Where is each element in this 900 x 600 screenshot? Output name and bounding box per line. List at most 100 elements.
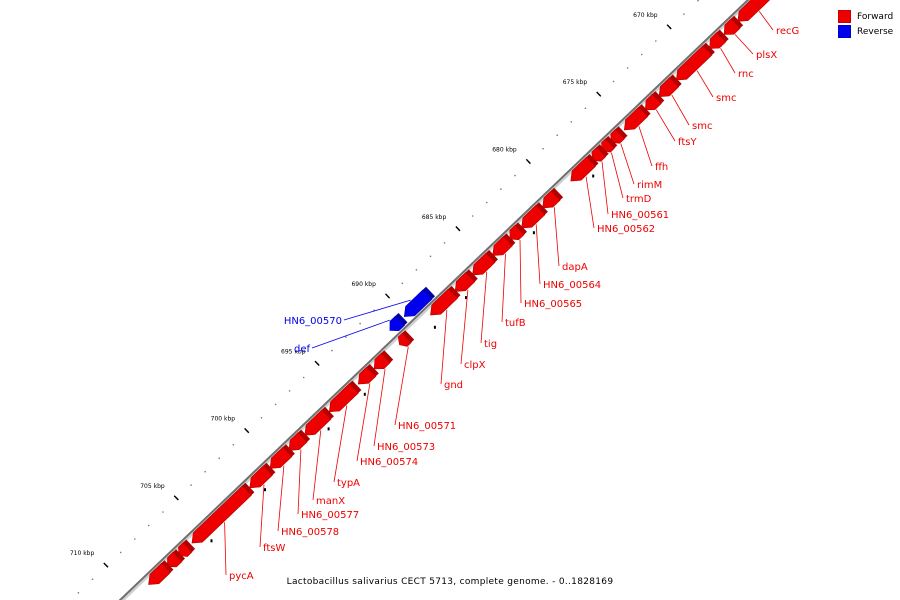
gene-leader-line: [611, 152, 624, 199]
minor-tick-mark: [640, 53, 643, 56]
gene-label[interactable]: HN6_00565: [524, 299, 582, 310]
minor-tick-mark: [486, 201, 488, 204]
gene-arrow-ffh: [623, 104, 651, 131]
gene-label[interactable]: HN6_00570: [284, 316, 342, 327]
gene-arrow-hn6_00578: [269, 444, 295, 469]
gene-label[interactable]: HN6_00574: [360, 457, 418, 468]
gene-label[interactable]: rimM: [637, 180, 662, 191]
major-tick-mark: [596, 91, 602, 97]
minor-tick-mark: [232, 444, 235, 446]
gene-label[interactable]: tig: [484, 339, 497, 350]
minor-tick-mark: [274, 403, 277, 406]
gene-arrow-unlabeled: [178, 539, 196, 557]
tick-labels: 670 kbp 675 kbp 680 kbp 685 kbp 690 kbp 695 k…: [70, 12, 658, 557]
gene-label[interactable]: def: [294, 344, 311, 355]
gene-label[interactable]: plsX: [756, 50, 777, 61]
gene-arrow-rimm: [610, 126, 628, 144]
minor-tick-mark: [119, 551, 122, 554]
gene-label[interactable]: smc: [692, 121, 712, 132]
gene-label[interactable]: HN6_00578: [281, 527, 339, 538]
minor-tick-mark: [542, 147, 544, 150]
forward-swatch: [838, 10, 851, 23]
gene-arrow-plsx: [723, 15, 744, 35]
gene-label[interactable]: typA: [337, 478, 360, 489]
map-caption: Lactobacillus salivarius CECT 5713, comp…: [286, 577, 614, 587]
gene-label[interactable]: trmD: [626, 194, 652, 205]
gene-label[interactable]: gnd: [444, 380, 463, 391]
tick-label: 685 kbp: [422, 214, 447, 221]
major-tick-mark: [173, 495, 179, 501]
minor-tick-mark: [148, 524, 150, 527]
minor-tick-mark: [345, 336, 347, 338]
gene-label[interactable]: dapA: [562, 262, 588, 273]
gene-arrow-hn6_00574: [357, 364, 379, 385]
major-tick-mark: [666, 24, 672, 30]
feature-marker: [210, 539, 213, 543]
gene-leader-line: [480, 271, 488, 344]
gene-leader-line: [553, 207, 560, 267]
gene-leader-line: [671, 94, 690, 126]
gene-leader-line: [734, 34, 754, 55]
gene-arrow-hn6_00564: [521, 202, 548, 229]
gene-arrow-tufb: [492, 233, 516, 256]
gene-label[interactable]: HN6_00577: [301, 510, 359, 521]
minor-tick-mark: [190, 484, 192, 486]
gene-label[interactable]: pycA: [229, 571, 254, 582]
gene-arrow-unlabeled: [148, 560, 174, 585]
gene-arrow-ftsy: [644, 91, 665, 111]
legend-forward-label: Forward: [857, 11, 894, 22]
gene-leader-line: [519, 239, 522, 304]
minor-tick-mark: [302, 376, 305, 379]
gene-arrow-hn6_00571: [397, 330, 415, 347]
gene-leader-line: [720, 48, 736, 74]
gene-label[interactable]: HN6_00571: [398, 421, 456, 432]
minor-tick-mark: [260, 417, 263, 419]
gene-leader-line: [356, 383, 371, 462]
gene-label[interactable]: rnc: [738, 69, 754, 80]
gene-arrow-typa: [328, 380, 362, 413]
gene-leader-line: [297, 449, 302, 515]
minor-tick-mark: [91, 578, 94, 581]
minor-tick-mark: [204, 470, 206, 473]
tick-label: 710 kbp: [70, 550, 95, 557]
gene-label[interactable]: tufB: [505, 318, 526, 329]
minor-tick-mark: [683, 13, 685, 15]
gene-label[interactable]: manX: [316, 496, 345, 507]
gene-label[interactable]: ftsW: [263, 543, 285, 554]
minor-tick-mark: [500, 188, 502, 190]
minor-tick-mark: [218, 457, 220, 460]
feature-marker: [363, 392, 366, 396]
feature-marker: [532, 231, 535, 235]
gene-label[interactable]: ffh: [655, 162, 668, 173]
minor-tick-mark: [288, 390, 291, 392]
gene-arrow-ftsw: [249, 462, 276, 489]
gene-arrow-pyca: [191, 482, 255, 544]
gene-leader-line: [373, 368, 386, 447]
minor-tick-mark: [655, 40, 657, 42]
gene-label[interactable]: HN6_00561: [611, 210, 669, 221]
gene-leader-line: [394, 346, 409, 426]
gene-label[interactable]: HN6_00564: [543, 280, 601, 291]
minor-tick-mark: [415, 269, 418, 271]
gene-label[interactable]: smc: [716, 93, 736, 104]
gene-label[interactable]: recG: [776, 26, 799, 37]
gene-arrow-hn6_00570: [403, 286, 435, 317]
gene-label[interactable]: ftsY: [678, 137, 697, 148]
major-tick-mark: [525, 158, 531, 165]
gene-leader-line: [460, 289, 469, 365]
minor-tick-mark: [162, 511, 164, 513]
feature-marker: [327, 427, 330, 431]
minor-tick-mark: [556, 134, 558, 136]
gene-leader-line: [259, 484, 265, 548]
gene-arrow-hn6_00573: [373, 350, 394, 370]
gene-arrow-def: [389, 313, 408, 332]
gene-leader-line: [535, 224, 541, 285]
major-tick-mark: [384, 293, 391, 299]
tick-label: 705 kbp: [140, 483, 165, 490]
gene-label[interactable]: HN6_00573: [377, 442, 435, 453]
gene-label[interactable]: clpX: [464, 360, 486, 371]
gene-label[interactable]: HN6_00562: [597, 224, 655, 235]
gene-leader-line: [655, 109, 676, 142]
minor-tick-mark: [331, 349, 333, 352]
